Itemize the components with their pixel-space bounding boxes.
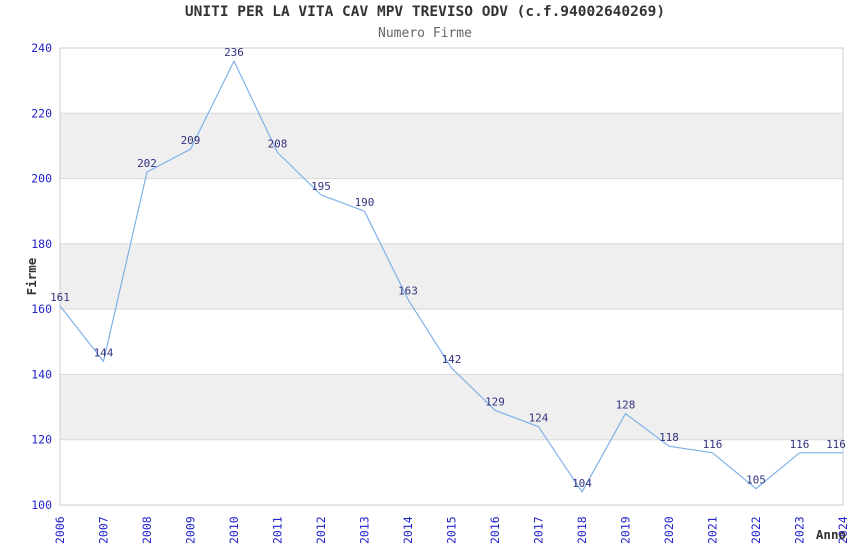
x-axis-title: Anno: [816, 527, 846, 542]
point-label: 118: [659, 431, 679, 444]
y-tick-label: 120: [31, 433, 52, 447]
x-tick-label: 2014: [401, 516, 415, 544]
x-tick-label: 2015: [445, 516, 459, 544]
x-tick-label: 2008: [140, 516, 154, 544]
x-tick-label: 2019: [619, 516, 633, 544]
point-label: 105: [746, 474, 766, 487]
point-label: 104: [572, 477, 592, 490]
x-tick-label: 2021: [706, 516, 720, 544]
point-label: 208: [268, 138, 288, 151]
y-tick-label: 240: [31, 41, 52, 55]
x-tick-label: 2013: [358, 516, 372, 544]
plot-band: [60, 113, 843, 179]
y-tick-label: 180: [31, 237, 52, 251]
x-tick-label: 2012: [314, 516, 328, 544]
point-label: 236: [224, 46, 244, 59]
point-label: 161: [50, 291, 70, 304]
x-tick-label: 2022: [749, 516, 763, 544]
x-tick-label: 2009: [184, 516, 198, 544]
plot-frame: [59, 47, 844, 506]
x-tick-label: 2023: [793, 516, 807, 544]
point-label: 124: [529, 412, 549, 425]
point-label: 116: [703, 438, 723, 451]
data-line: [59, 60, 843, 493]
y-tick-label: 160: [31, 302, 52, 316]
point-label: 129: [485, 395, 505, 408]
x-tick-label: 2020: [662, 516, 676, 544]
point-label: 209: [181, 134, 201, 147]
point-label: 116: [826, 438, 846, 451]
x-tick-label: 2018: [575, 516, 589, 544]
point-label: 195: [311, 180, 331, 193]
plot-band: [60, 243, 843, 310]
y-tick-label: 140: [31, 367, 52, 381]
x-tick-label: 2006: [53, 516, 67, 544]
point-label: 128: [616, 399, 636, 412]
point-label: 163: [398, 284, 418, 297]
y-tick-label: 200: [31, 172, 52, 186]
x-tick-label: 2017: [532, 516, 546, 544]
y-tick-label: 220: [31, 106, 52, 120]
point-label: 116: [790, 438, 810, 451]
y-tick-label: 100: [31, 498, 52, 512]
x-tick-label: 2010: [227, 516, 241, 544]
point-label: 144: [94, 346, 114, 359]
plot-band: [60, 374, 843, 440]
x-tick-label: 2016: [488, 516, 502, 544]
y-axis-title: Firme: [24, 257, 39, 295]
chart-subtitle: Numero Firme: [378, 26, 472, 41]
chart-title: UNITI PER LA VITA CAV MPV TREVISO ODV (c…: [184, 4, 666, 20]
x-tick-label: 2007: [97, 516, 111, 544]
point-label: 190: [355, 196, 375, 209]
point-label: 202: [137, 157, 157, 170]
x-tick-label: 2011: [271, 516, 285, 544]
x-tick-label: 2024: [836, 516, 850, 544]
point-label: 142: [442, 353, 462, 366]
